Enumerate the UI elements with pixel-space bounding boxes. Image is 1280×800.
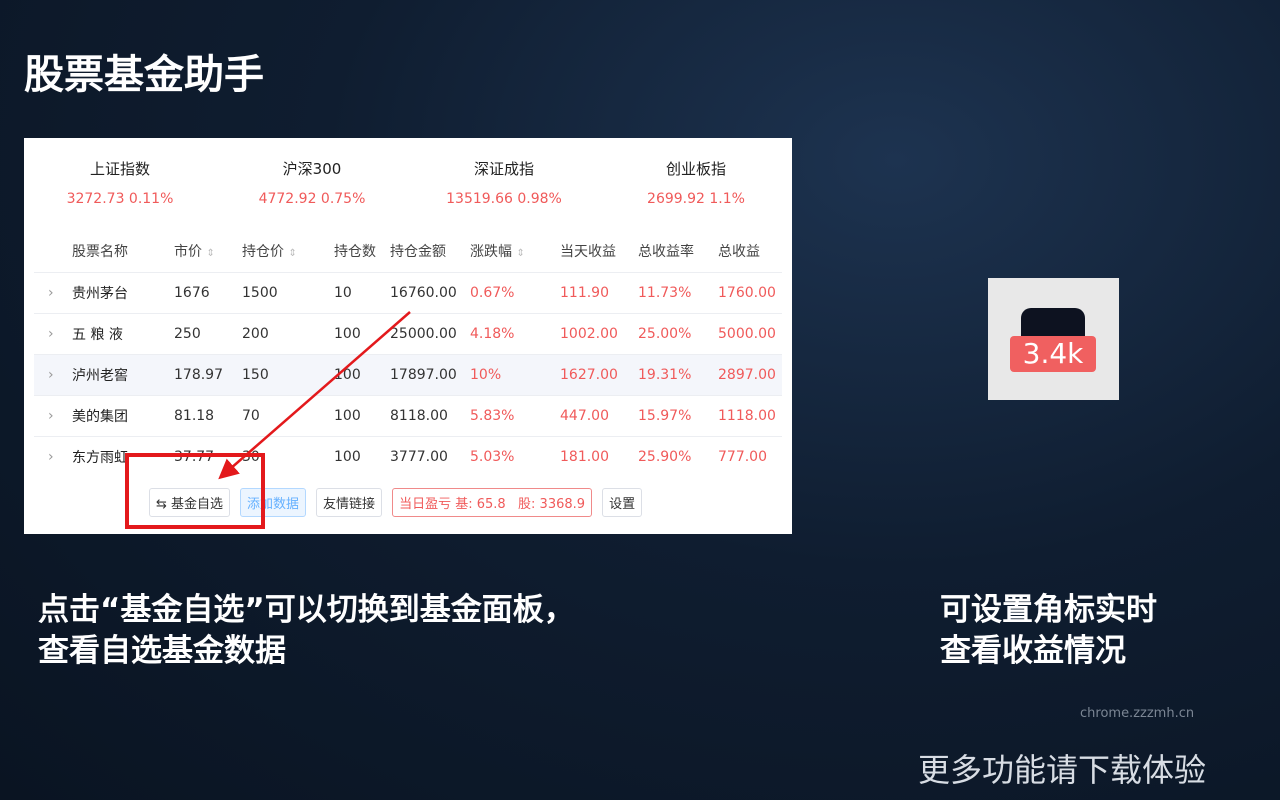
table-cell: 1500 (242, 271, 334, 313)
table-cell: 15.97% (638, 394, 718, 436)
table-cell: 81.18 (174, 394, 242, 436)
table-cell: 1760.00 (718, 271, 782, 313)
col-header-sortable[interactable]: 市价 ⇕ (174, 243, 215, 260)
index-card[interactable]: 沪深300 4772.92 0.75% (258, 160, 366, 207)
table-cell: 178.97 (174, 353, 242, 395)
page-title: 股票基金助手 (24, 52, 264, 98)
table-cell: 100 (334, 435, 390, 477)
daily-pnl-badge: 当日盈亏 基: 65.8 股: 3368.9 (392, 488, 593, 517)
caption-right: 可设置角标实时 查看收益情况 (940, 592, 1157, 669)
col-header: 总收益 (718, 243, 760, 260)
index-card[interactable]: 上证指数 3272.73 0.11% (66, 160, 174, 207)
table-cell: 111.90 (560, 271, 638, 313)
table-cell: 2897.00 (718, 353, 782, 395)
friend-links-button[interactable]: 友情链接 (316, 488, 383, 517)
highlight-box (125, 453, 265, 529)
table-row[interactable]: › 贵州茅台 1676 1500 10 16760.00 0.67% 111.90 11.73%… (34, 271, 782, 313)
sort-icon: ⇕ (206, 247, 215, 259)
extension-icon (1021, 308, 1085, 340)
table-cell: 1676 (174, 271, 242, 313)
table-cell: 777.00 (718, 435, 782, 477)
table-cell: 100 (334, 312, 390, 354)
table-cell: 贵州茅台 (72, 271, 174, 313)
col-header: 持仓数 (334, 243, 376, 260)
table-row[interactable]: › 泸州老窖 178.97 150 100 17897.00 10% 1627.00 19.31… (34, 353, 782, 395)
table-cell: 100 (334, 353, 390, 395)
index-card[interactable]: 创业板指 2699.92 1.1% (647, 160, 745, 207)
footer-text: 更多功能请下载体验 (918, 751, 1207, 789)
table-cell: 19.31% (638, 353, 718, 395)
table-cell: 10 (334, 271, 390, 313)
fund-watchlist-button[interactable]: ⇆ 基金自选 (149, 488, 231, 517)
extension-panel: 上证指数 3272.73 0.11% 沪深300 4772.92 0.75% 深证成… (24, 138, 792, 534)
table-cell: 25.90% (638, 435, 718, 477)
site-url: chrome.zzzmh.cn (1080, 706, 1195, 721)
table-cell: 1627.00 (560, 353, 638, 395)
expand-chevron-icon[interactable]: › (34, 312, 72, 354)
table-cell: 150 (242, 353, 334, 395)
col-header-sortable[interactable]: 涨跌幅 ⇕ (470, 243, 525, 260)
col-header: 当天收益 (560, 243, 616, 260)
col-header: 股票名称 (72, 243, 128, 260)
table-row[interactable]: › 东方雨虹 37.77 30 100 3777.00 5.03% 181.00 25.90% 7… (34, 435, 782, 477)
table-cell: 8118.00 (390, 394, 470, 436)
caption-left: 点击“基金自选”可以切换到基金面板， 查看自选基金数据 (38, 592, 575, 669)
table-row[interactable]: › 美的集团 81.18 70 100 8118.00 5.83% 447.00 15.97% 1… (34, 394, 782, 436)
table-cell: 5000.00 (718, 312, 782, 354)
table-cell: 10% (470, 353, 560, 395)
expand-chevron-icon[interactable]: › (34, 353, 72, 395)
table-cell: 70 (242, 394, 334, 436)
col-header: 总收益率 (638, 243, 694, 260)
table-row[interactable]: › 五 粮 液 250 200 100 25000.00 4.18% 1002.00 25.00… (34, 312, 782, 354)
expand-chevron-icon[interactable]: › (34, 271, 72, 313)
table-cell: 11.73% (638, 271, 718, 313)
table-cell: 16760.00 (390, 271, 470, 313)
sort-icon: ⇕ (516, 247, 525, 259)
table-cell: 5.03% (470, 435, 560, 477)
expand-chevron-icon[interactable]: › (34, 435, 72, 477)
table-cell: 17897.00 (390, 353, 470, 395)
table-cell: 5.83% (470, 394, 560, 436)
stock-table: 股票名称 市价 ⇕ 持仓价 ⇕ 持仓数 持仓金额 涨跌幅 ⇕ 当天收益 总收益率… (34, 230, 782, 477)
col-header: 持仓金额 (390, 243, 446, 260)
table-cell: 447.00 (560, 394, 638, 436)
table-cell: 0.67% (470, 271, 560, 313)
settings-button[interactable]: 设置 (602, 488, 643, 517)
sort-icon: ⇕ (288, 247, 297, 259)
table-cell: 181.00 (560, 435, 638, 477)
table-cell: 五 粮 液 (72, 312, 174, 354)
table-cell: 1118.00 (718, 394, 782, 436)
extension-badge-preview: 3.4k (988, 278, 1119, 400)
table-cell: 泸州老窖 (72, 353, 174, 395)
col-header-sortable[interactable]: 持仓价 ⇕ (242, 243, 297, 260)
table-cell: 200 (242, 312, 334, 354)
table-cell: 250 (174, 312, 242, 354)
badge-count: 3.4k (1010, 336, 1096, 372)
table-cell: 25.00% (638, 312, 718, 354)
table-cell: 4.18% (470, 312, 560, 354)
table-cell: 3777.00 (390, 435, 470, 477)
table-cell: 美的集团 (72, 394, 174, 436)
table-cell: 1002.00 (560, 312, 638, 354)
expand-chevron-icon[interactable]: › (34, 394, 72, 436)
index-card[interactable]: 深证成指 13519.66 0.98% (446, 160, 562, 207)
add-data-button[interactable]: 添加数据 (240, 488, 307, 517)
table-cell: 100 (334, 394, 390, 436)
